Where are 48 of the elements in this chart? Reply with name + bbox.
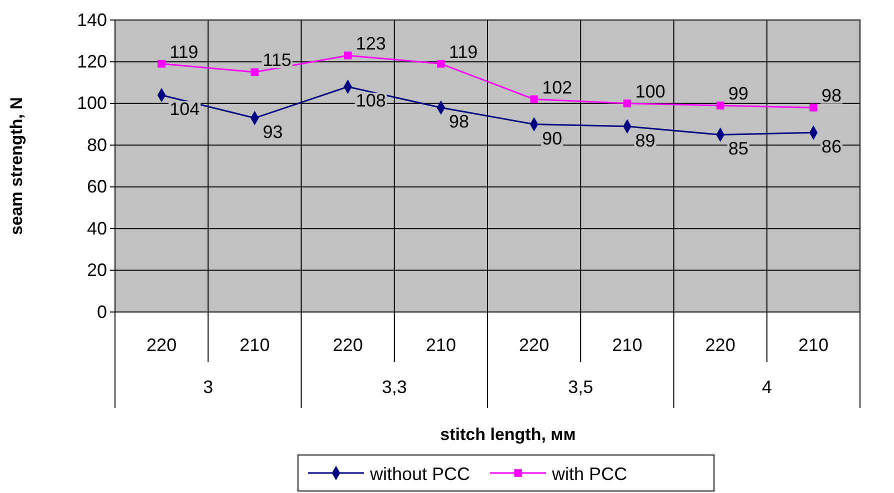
data-label: 85	[728, 138, 748, 159]
data-label: 100	[635, 81, 666, 102]
data-label: 119	[448, 42, 478, 62]
x-tick-label: 220	[146, 334, 177, 355]
point	[810, 104, 818, 112]
data-label: 123	[356, 33, 386, 54]
y-axis-title: seam strength, N	[7, 97, 26, 235]
point	[530, 95, 538, 104]
x-tick-label: 220	[519, 334, 550, 355]
text: 4	[762, 377, 772, 397]
x-tick-label: 210	[798, 334, 828, 355]
data-label: 90	[542, 128, 562, 148]
data-label: 108	[356, 90, 386, 111]
point	[437, 60, 445, 68]
x-tick-label: 210	[426, 334, 456, 355]
data-label: 115	[262, 50, 292, 70]
data-label: 89	[635, 130, 656, 150]
y-tick-label: 120	[76, 51, 107, 72]
data-label: 98	[821, 86, 842, 106]
x-tick-label: 220	[332, 334, 363, 355]
text: 3,5	[568, 377, 594, 397]
data-label: 119	[170, 42, 198, 62]
x-axis-title: stitch length, мм	[440, 425, 576, 444]
data-label: 93	[262, 122, 283, 142]
y-tick-label: 140	[76, 10, 107, 30]
point	[158, 60, 166, 68]
y-tick-label: 0	[96, 302, 107, 322]
point	[716, 102, 724, 110]
data-label: 99	[728, 84, 748, 104]
legend-label: without PCC	[369, 464, 470, 484]
data-label: 102	[542, 77, 572, 98]
x-tick-label: 210	[612, 334, 642, 355]
text: 3	[203, 377, 214, 397]
point	[344, 52, 352, 60]
point	[250, 68, 259, 76]
y-tick-label: 40	[86, 218, 107, 238]
data-label: 98	[448, 112, 469, 132]
y-tick-label: 20	[86, 260, 107, 280]
y-tick-label: 60	[86, 176, 107, 197]
point	[623, 100, 632, 108]
data-label: 86	[821, 136, 842, 157]
y-tick-label: 100	[76, 93, 107, 114]
legend-label: with PCC	[551, 464, 628, 484]
y-tick-label: 80	[86, 134, 107, 155]
data-label: 104	[170, 99, 200, 120]
text: 3,3	[382, 377, 407, 397]
x-tick-label: 210	[240, 334, 270, 355]
x-tick-label: 220	[705, 334, 736, 355]
